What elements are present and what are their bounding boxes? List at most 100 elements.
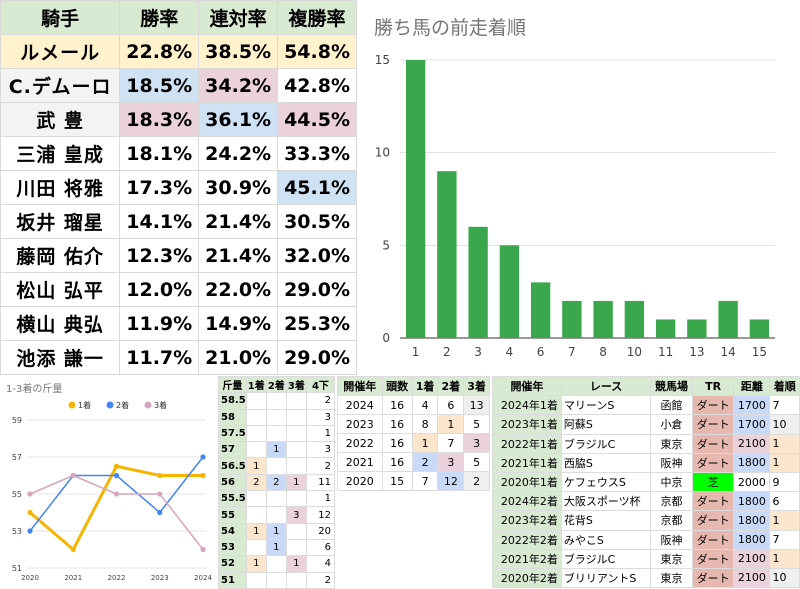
first-count: 1 <box>245 522 267 540</box>
race-row: 2020年1着 ケフェウスS 中京芝 2000 9 <box>492 471 800 493</box>
surface: 芝 <box>691 471 735 493</box>
field-size: 16 <box>381 433 413 453</box>
race-row: 2020年2着 ブリリアントS 東京 ダート 2100 10 <box>492 567 800 589</box>
race-name: 阿蘇S <box>560 414 652 435</box>
surface: ダート <box>691 452 735 473</box>
y-tick-label: 59 <box>12 416 22 425</box>
header-top2-rate: 連対率 <box>198 0 279 35</box>
jockey-row: 坂井 瑠星 14.1% 21.4% 30.5% <box>0 204 357 239</box>
header-win-rate: 勝率 <box>119 0 200 35</box>
header-first: 1着 <box>245 375 267 394</box>
x-tick-label: 11 <box>658 345 673 359</box>
racecourse: 中京 <box>650 471 693 493</box>
race-row: 2024年2着 大阪スポーツ杯 京都 ダート 1800 6 <box>492 491 800 512</box>
surface: ダート <box>691 414 735 435</box>
third-gate: 3 <box>463 433 490 453</box>
x-tick-label: 2024 <box>194 574 212 582</box>
second-count <box>265 506 287 524</box>
header-year: 開催年 <box>337 376 383 396</box>
weight-value: 58.5 <box>218 392 247 410</box>
x-tick-label: 7 <box>568 345 576 359</box>
series-point <box>200 454 206 460</box>
finish-position: 1 <box>769 452 800 473</box>
first-gate: 7 <box>411 471 439 491</box>
header-second-gate: 2着 <box>437 376 465 396</box>
jockey-name: 川田 将雅 <box>0 170 121 205</box>
first-count <box>245 571 267 589</box>
weight-value: 53 <box>218 538 247 557</box>
second-count: 1 <box>265 522 287 540</box>
weight-row: 56.5 1 2 <box>218 457 336 475</box>
top2-rate: 21.4% <box>198 238 279 273</box>
fourth-below-count: 3 <box>305 441 336 459</box>
finish-position: 9 <box>769 471 800 493</box>
first-count: 1 <box>245 555 267 573</box>
y-tick-label: 5 <box>382 238 390 252</box>
header-heads: 頭数 <box>381 376 413 396</box>
weight-row: 53 1 6 <box>218 538 336 557</box>
x-tick-label: 3 <box>474 345 482 359</box>
header-finish: 着順 <box>769 375 800 397</box>
jockey-name: 藤岡 佑介 <box>0 238 121 273</box>
third-count <box>285 457 307 475</box>
second-gate: 7 <box>437 433 465 453</box>
weight-table: 斤量 1着 2着 3着 4下 58.5 2 58 3 57.5 1 57 1 3 56.5 1 2 56… <box>218 375 336 589</box>
first-count <box>245 392 267 410</box>
first-count <box>245 506 267 524</box>
bar <box>437 171 457 338</box>
field-size: 16 <box>381 395 413 415</box>
fourth-below-count: 20 <box>305 522 336 540</box>
second-count: 1 <box>265 441 287 459</box>
distance: 1700 <box>733 395 771 416</box>
bar <box>499 245 520 338</box>
series-point <box>27 491 33 497</box>
finish-position: 1 <box>769 548 800 569</box>
race-name: ブリリアントS <box>560 567 652 589</box>
top2-rate: 22.0% <box>198 272 279 307</box>
first-gate: 4 <box>411 395 439 415</box>
header-track: 競馬場 <box>650 375 693 397</box>
win-rate: 14.1% <box>119 204 200 239</box>
win-rate: 12.0% <box>119 272 200 307</box>
jockey-row: 武 豊 18.3% 36.1% 44.5% <box>0 102 357 137</box>
race-label: 2024年1着 <box>492 395 562 416</box>
race-header-row: 開催年 レース 競馬場 TR 距離 着順 <box>492 375 800 397</box>
previous-race-table: 開催年 レース 競馬場 TR 距離 着順 2024年1着 マリーンS 函館 ダート 17… <box>492 375 800 589</box>
second-count: 1 <box>265 538 287 557</box>
win-rate: 22.8% <box>119 34 200 69</box>
second-gate: 1 <box>437 414 465 434</box>
jockey-stats-table: 騎手 勝率 連対率 複勝率 ルメール 22.8% 38.5% 54.8% C.デムーロ 1… <box>0 0 357 375</box>
race-label: 2023年1着 <box>492 414 562 435</box>
racecourse: 京都 <box>650 510 693 531</box>
header-jockey: 騎手 <box>0 0 121 35</box>
year-row: 2023 16 8 1 5 <box>337 414 490 434</box>
field-size: 16 <box>381 414 413 434</box>
weight-row: 54 1 1 20 <box>218 522 336 540</box>
first-count <box>245 538 267 557</box>
top3-rate: 45.1% <box>277 170 357 205</box>
race-label: 2023年2着 <box>492 510 562 531</box>
weight-value: 51 <box>218 571 247 589</box>
weight-row: 57 1 3 <box>218 441 336 459</box>
third-count <box>285 571 307 589</box>
weight-row: 56 2 2 1 11 <box>218 473 336 492</box>
top2-rate: 38.5% <box>198 34 279 69</box>
header-race-year: 開催年 <box>492 375 562 397</box>
y-tick-label: 10 <box>375 146 390 160</box>
race-name: ブラジルC <box>560 548 652 569</box>
race-row: 2023年2着 花背S 京都 ダート 1800 1 <box>492 510 800 531</box>
jockey-name: C.デムーロ <box>0 68 121 103</box>
header-top3-rate: 複勝率 <box>277 0 357 35</box>
win-rate: 17.3% <box>119 170 200 205</box>
weight-header-row: 斤量 1着 2着 3着 4下 <box>218 375 336 394</box>
race-row: 2022年2着 みやこS 阪神 ダート 1800 7 <box>492 529 800 550</box>
fourth-below-count: 11 <box>305 473 336 492</box>
series-point <box>200 546 206 553</box>
field-size: 16 <box>381 452 413 472</box>
x-tick-label: 2022 <box>108 574 126 582</box>
top2-rate: 14.9% <box>198 306 279 341</box>
bar <box>530 282 551 338</box>
year-row: 2020 15 7 12 2 <box>337 471 490 491</box>
weight-value: 54 <box>218 522 247 540</box>
y-tick-label: 15 <box>375 53 390 67</box>
